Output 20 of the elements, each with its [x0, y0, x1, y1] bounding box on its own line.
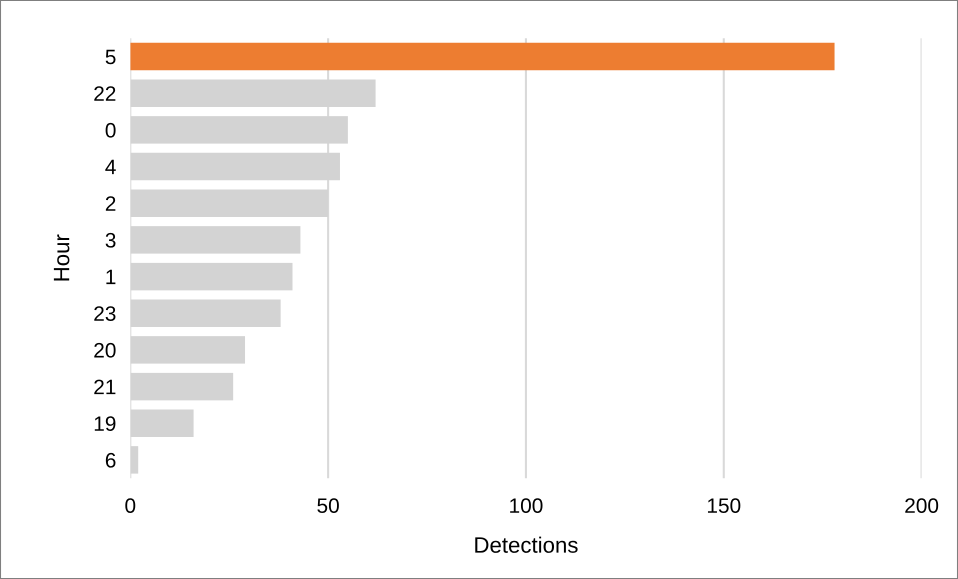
- y-tick-label: 6: [106, 452, 116, 468]
- bar: [130, 42, 835, 70]
- y-tick-label: 19: [94, 416, 116, 432]
- y-tick-label: 3: [106, 232, 116, 248]
- y-tick-label: 1: [106, 270, 116, 284]
- y-axis-title: Hour: [54, 234, 70, 280]
- y-tick-label: 21: [94, 380, 116, 394]
- y-tick-label: 20: [94, 342, 116, 358]
- y-tick-label: 2: [106, 196, 116, 211]
- y-tick-label: 22: [94, 86, 116, 101]
- y-tick-label: 23: [94, 306, 116, 321]
- x-axis-title: Detections: [475, 536, 578, 553]
- x-tick-label: 200: [905, 498, 938, 513]
- y-tick-label: 0: [106, 122, 116, 138]
- x-tick-label: 150: [708, 498, 740, 513]
- x-tick-label: 100: [510, 498, 543, 513]
- y-tick-label: 5: [106, 50, 116, 64]
- x-tick-label: 50: [317, 498, 339, 513]
- y-tick-label: 4: [105, 160, 116, 174]
- x-tick-label: 0: [125, 498, 136, 513]
